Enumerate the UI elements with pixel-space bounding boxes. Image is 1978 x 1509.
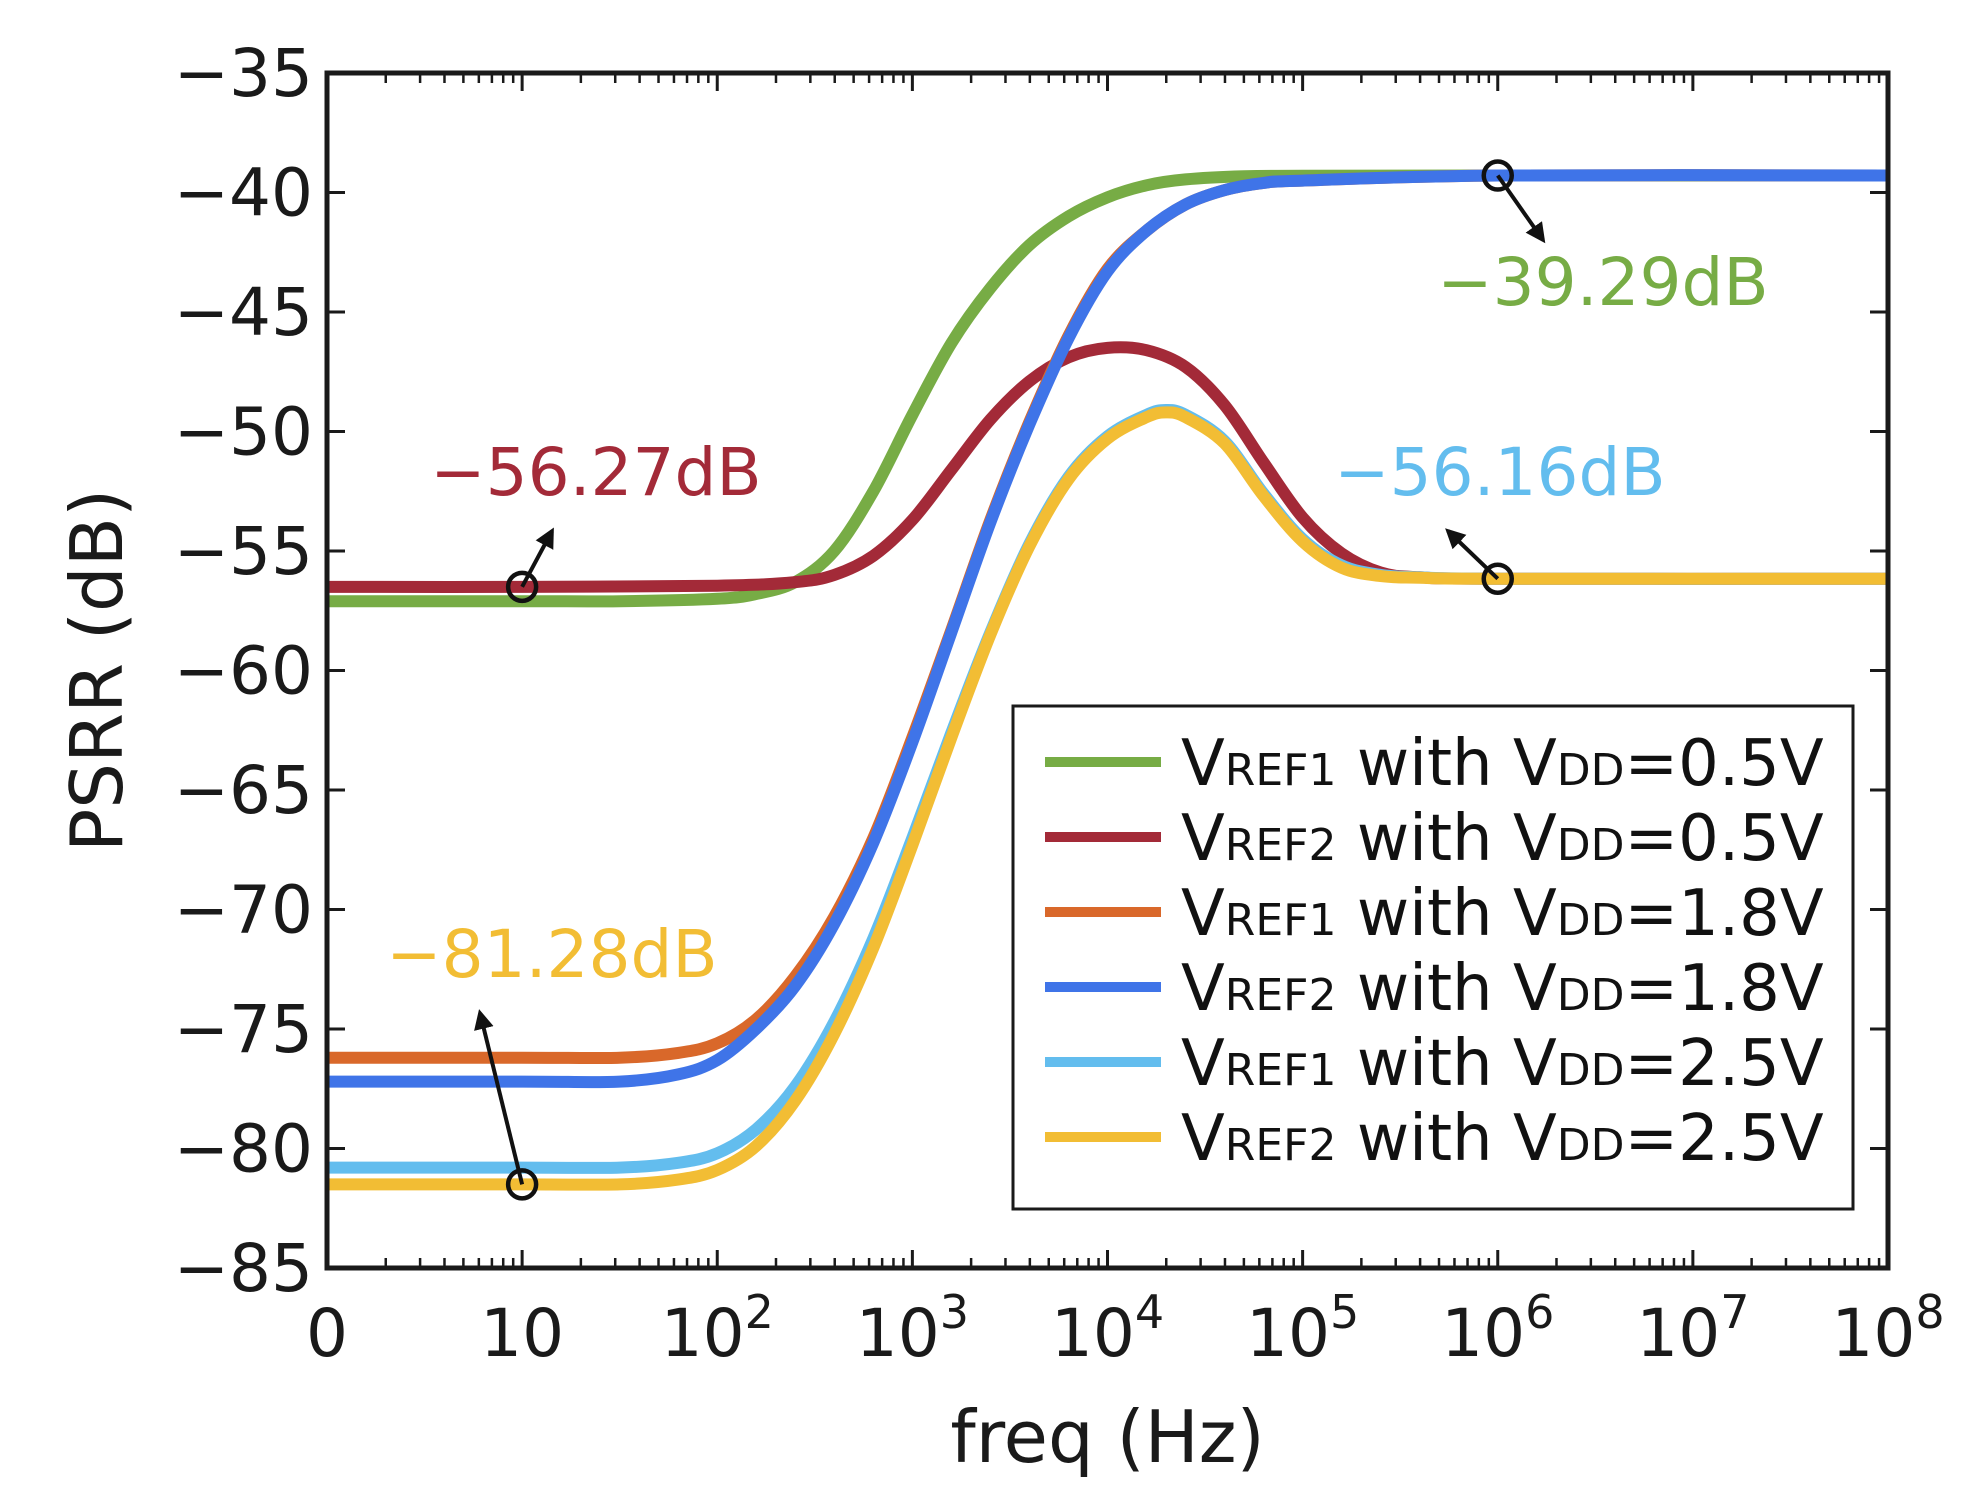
legend-label-vref1-1.8v: VREF1 with VDD=1.8V xyxy=(1181,877,1824,951)
series-line-vref2-2.5v xyxy=(326,406,1889,1191)
x-tick-label: 0 xyxy=(306,1295,348,1372)
x-tick-label: 10 xyxy=(480,1295,564,1372)
legend-label-vref2-0.5v: VREF2 with VDD=0.5V xyxy=(1181,802,1824,876)
y-tick-label: −75 xyxy=(174,991,313,1068)
annotations-group: −39.29dB −56.27dB −56.16dB −81.28dB xyxy=(386,159,1769,1201)
y-tick-label: −70 xyxy=(174,872,313,949)
annotation-arrow-vref2-0.5v-low xyxy=(520,527,554,588)
y-tick-label: −55 xyxy=(174,513,313,590)
legend-label-vref1-0.5v: VREF1 with VDD=0.5V xyxy=(1181,727,1824,801)
series-line-vref2-1.8v xyxy=(327,169,1889,1089)
annotation-marker-vref1-0.5v-high xyxy=(1481,159,1514,192)
annotation-label-vref2-2.5v-low: −81.28dB xyxy=(386,916,717,993)
x-tick-label: 105 xyxy=(1246,1285,1359,1372)
x-tick-label: 102 xyxy=(661,1285,774,1372)
legend-label-vref2-1.8v: VREF2 with VDD=1.8V xyxy=(1181,952,1824,1026)
annotation-arrow-vref1-2.5v-high xyxy=(1445,528,1500,581)
legend-box xyxy=(1011,704,1855,1211)
y-axis-title: PSRR (dB) xyxy=(55,489,139,852)
legend-label-vref2-2.5v: VREF2 with VDD=2.5V xyxy=(1181,1102,1824,1176)
annotation-marker-vref2-2.5v-low xyxy=(505,1168,539,1201)
annotation-label-vref2-0.5v-low: −56.27dB xyxy=(430,434,761,511)
y-tick-label: −45 xyxy=(174,274,313,351)
annotation-label-vref1-2.5v-high: −56.16dB xyxy=(1334,434,1665,511)
series-line-vref1-0.5v xyxy=(326,169,1888,608)
tick-labels: −35 −40 −45 −50 −55 −60 −65 −70 −75 −80 −850 10 102 1… xyxy=(174,35,1945,1372)
y-tick-label: −35 xyxy=(174,35,313,112)
x-tick-label: 108 xyxy=(1831,1285,1944,1372)
y-tick-label: −85 xyxy=(174,1230,313,1307)
annotation-arrow-vref2-2.5v-low xyxy=(474,1009,525,1185)
y-tick-label: −60 xyxy=(174,633,313,710)
annotation-label-vref1-0.5v-high: −39.29dB xyxy=(1437,244,1768,321)
y-tick-label: −80 xyxy=(174,1111,313,1188)
x-tick-label: 106 xyxy=(1441,1285,1554,1372)
x-tick-label: 103 xyxy=(856,1285,969,1372)
y-tick-label: −50 xyxy=(174,394,313,471)
series-group xyxy=(326,169,1889,1191)
x-axis-title: freq (Hz) xyxy=(950,1395,1264,1479)
x-tick-label: 104 xyxy=(1051,1285,1164,1372)
y-tick-label: −65 xyxy=(174,752,313,829)
y-tick-label: −40 xyxy=(174,155,313,232)
annotation-marker-vref2-0.5v-low xyxy=(505,570,539,604)
x-tick-label: 107 xyxy=(1636,1285,1749,1372)
annotation-marker-vref1-2.5v-high xyxy=(1481,562,1514,595)
legend-label-vref1-2.5v: VREF1 with VDD=2.5V xyxy=(1181,1027,1824,1101)
plot-frame xyxy=(324,70,1891,1271)
